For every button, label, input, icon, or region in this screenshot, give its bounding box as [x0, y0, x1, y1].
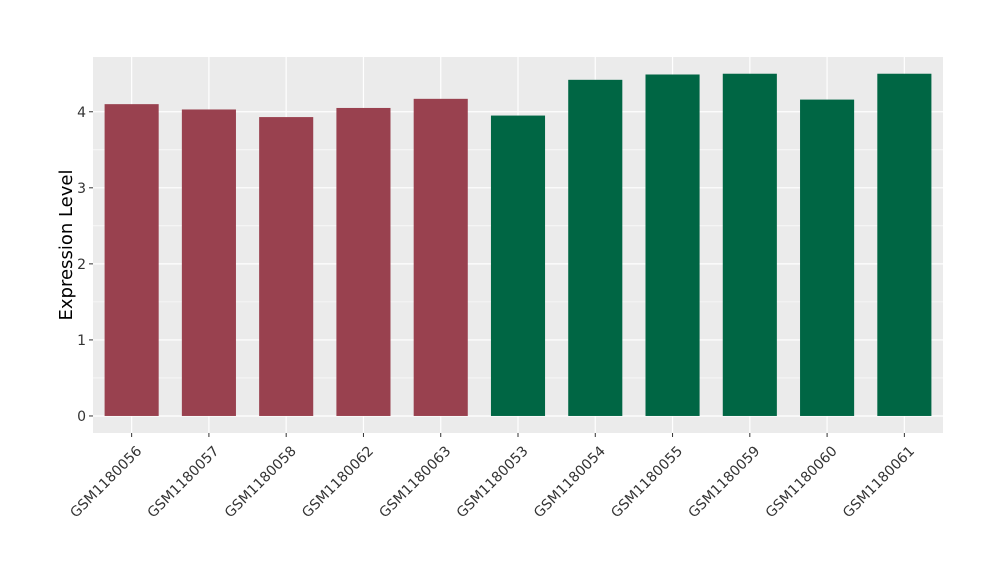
x-tick-label: GSM1180056 [67, 443, 145, 521]
x-tick-label: GSM1180060 [763, 443, 841, 521]
bar [568, 79, 623, 416]
y-tick-label: 0 [77, 409, 86, 425]
bar [336, 107, 391, 416]
bar [259, 117, 314, 416]
x-tick-label: GSM1180062 [299, 443, 377, 521]
x-tick-label: GSM1180054 [531, 443, 609, 521]
bar [800, 99, 855, 416]
x-tick-label: GSM1180053 [454, 443, 532, 521]
bar [877, 73, 932, 416]
y-axis-label: Expression Level [56, 170, 77, 321]
y-tick-label: 1 [77, 333, 86, 349]
y-tick-label: 4 [77, 105, 86, 121]
x-tick-label: GSM1180057 [145, 443, 223, 521]
bar [181, 109, 236, 416]
x-tick-label: GSM1180055 [608, 443, 686, 521]
x-tick-label: GSM1180059 [686, 443, 764, 521]
bar [413, 98, 468, 416]
bar [490, 115, 546, 416]
bar [104, 104, 159, 416]
x-tick-label: GSM1180058 [222, 443, 300, 521]
bar [645, 74, 700, 416]
y-tick-label: 3 [77, 181, 86, 197]
bar [722, 73, 777, 416]
y-tick-label: 2 [77, 257, 86, 273]
x-tick-label: GSM1180063 [376, 443, 454, 521]
x-tick-label: GSM1180061 [840, 443, 918, 521]
